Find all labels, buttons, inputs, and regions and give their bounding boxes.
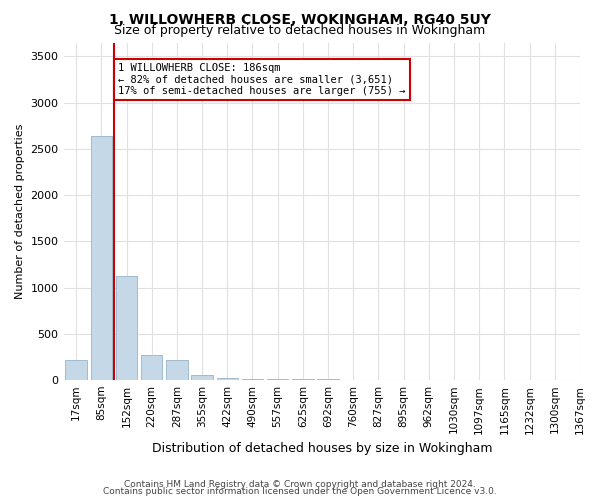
- Text: 1, WILLOWHERB CLOSE, WOKINGHAM, RG40 5UY: 1, WILLOWHERB CLOSE, WOKINGHAM, RG40 5UY: [109, 12, 491, 26]
- Bar: [267, 379, 289, 380]
- Text: Size of property relative to detached houses in Wokingham: Size of property relative to detached ho…: [115, 24, 485, 37]
- Bar: [65, 360, 87, 380]
- Text: Contains HM Land Registry data © Crown copyright and database right 2024.: Contains HM Land Registry data © Crown c…: [124, 480, 476, 489]
- Text: 1 WILLOWHERB CLOSE: 186sqm
← 82% of detached houses are smaller (3,651)
17% of s: 1 WILLOWHERB CLOSE: 186sqm ← 82% of deta…: [118, 63, 406, 96]
- Y-axis label: Number of detached properties: Number of detached properties: [15, 124, 25, 299]
- Bar: [166, 360, 188, 380]
- Bar: [91, 136, 112, 380]
- Bar: [116, 276, 137, 380]
- Bar: [292, 379, 314, 380]
- Text: Contains public sector information licensed under the Open Government Licence v3: Contains public sector information licen…: [103, 487, 497, 496]
- Bar: [141, 355, 163, 380]
- Bar: [191, 375, 213, 380]
- Bar: [242, 378, 263, 380]
- Bar: [217, 378, 238, 380]
- X-axis label: Distribution of detached houses by size in Wokingham: Distribution of detached houses by size …: [152, 442, 492, 455]
